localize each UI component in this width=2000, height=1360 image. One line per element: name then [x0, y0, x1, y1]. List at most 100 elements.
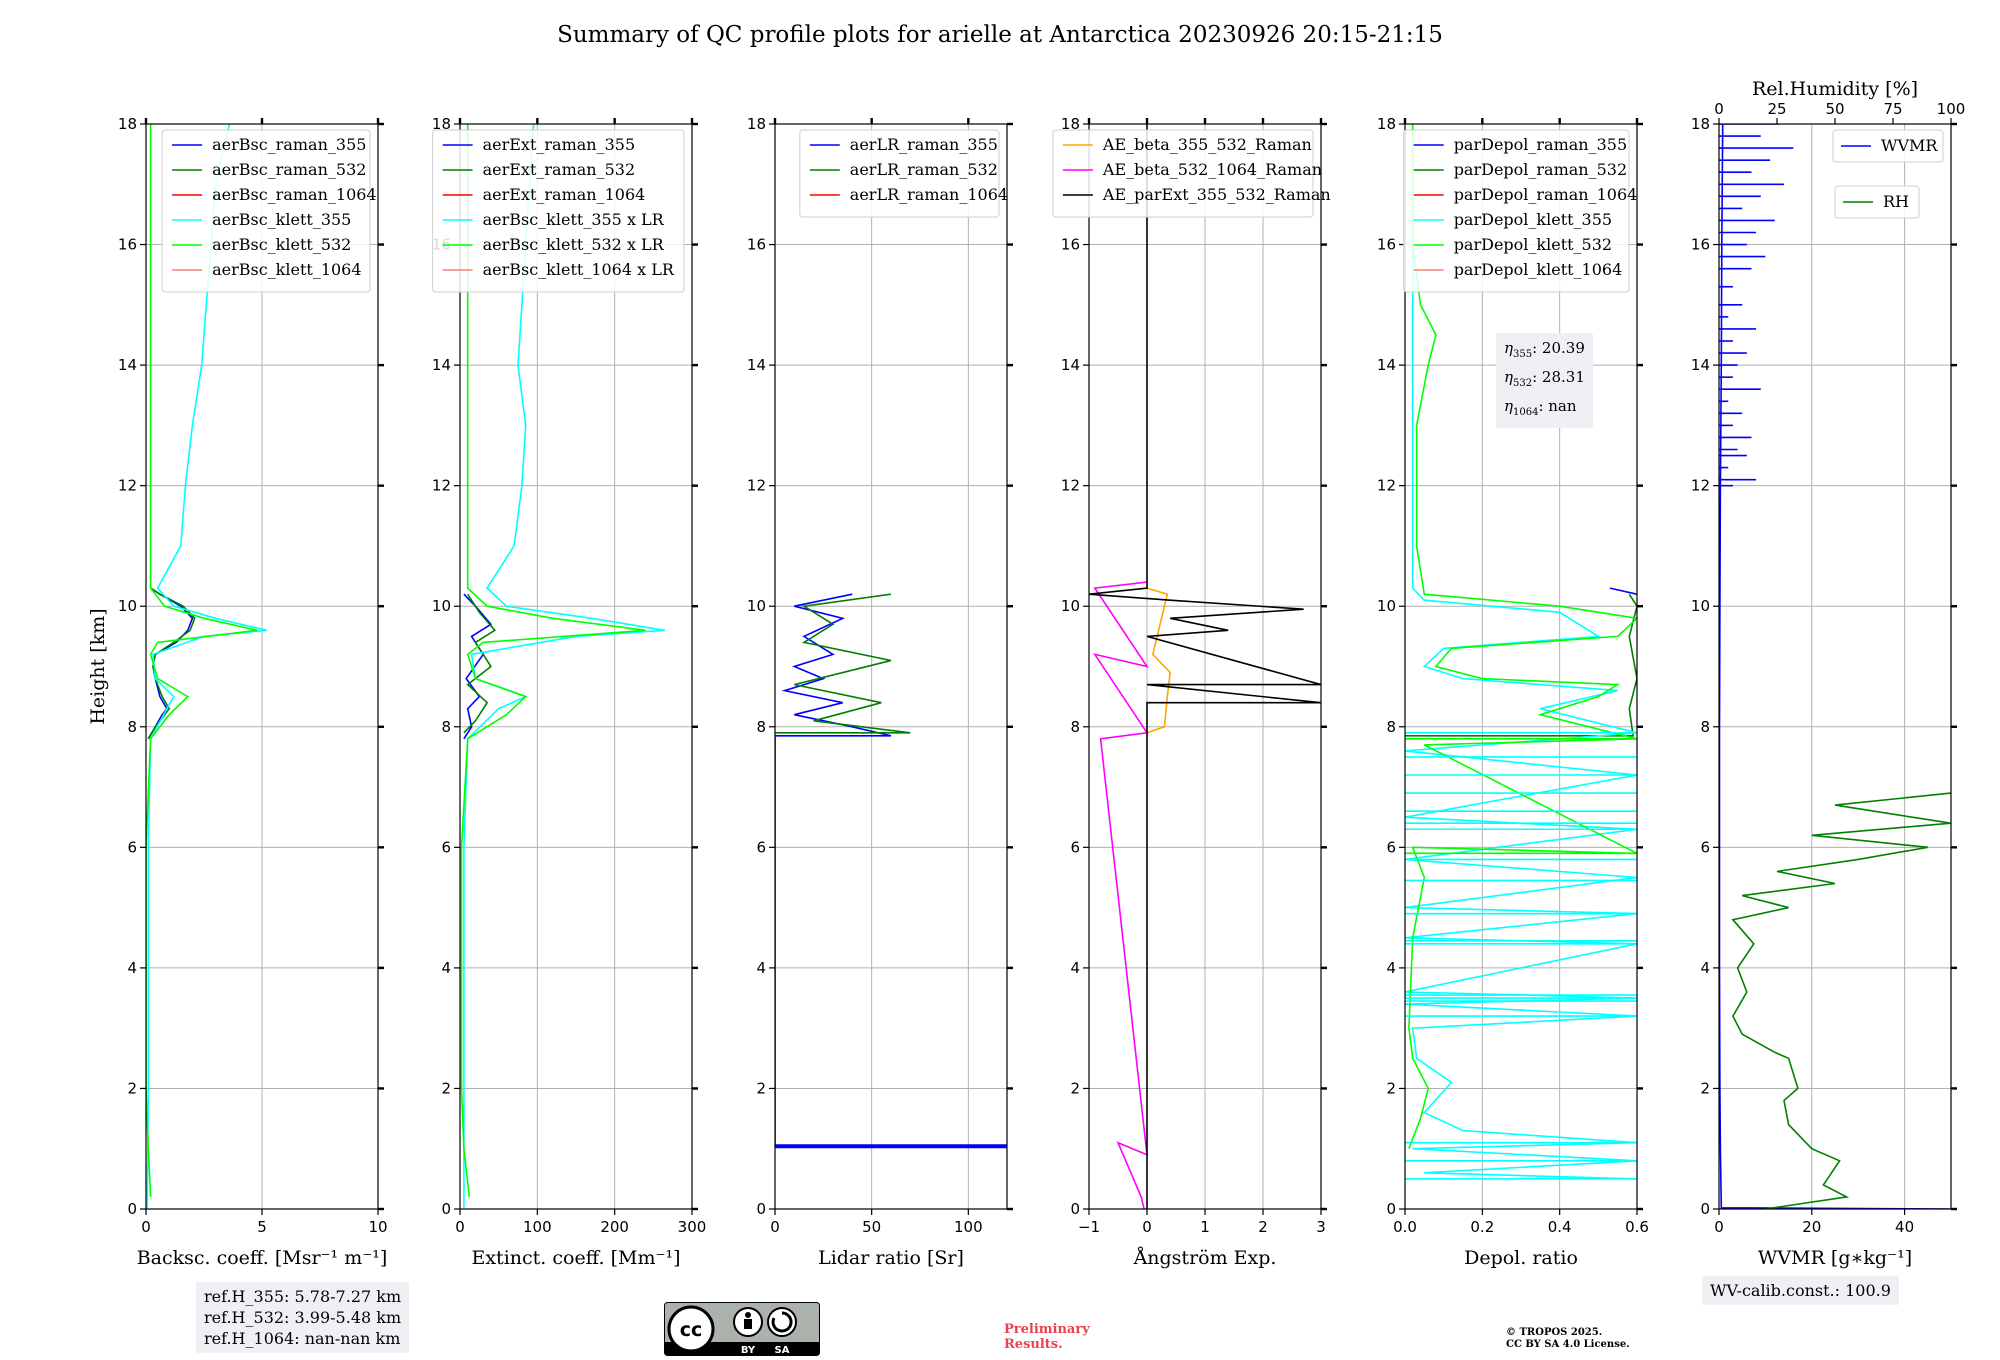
- x-axis-label: Lidar ratio [Sr]: [818, 1247, 964, 1269]
- series-line: [1731, 792, 1951, 1209]
- legend-entry: aerBsc_klett_1064: [212, 260, 361, 279]
- axes-frame: [1404, 123, 1638, 1210]
- ytick-label: 6: [1700, 838, 1710, 856]
- wv-calib-box: WV-calib.const.: 100.9: [1702, 1276, 1899, 1305]
- ytick-label: 10: [1061, 597, 1080, 615]
- legend-box: [1832, 129, 1944, 163]
- series-line: [1093, 581, 1149, 1209]
- series-line: [460, 124, 646, 1197]
- xtick-label: 20: [1802, 1218, 1821, 1236]
- series-line: [463, 593, 493, 740]
- x-axis-label: WVMR [g∗kg⁻¹]: [1758, 1247, 1912, 1269]
- ytick-label: 4: [1386, 959, 1396, 977]
- series-line: [146, 124, 258, 1197]
- ytick-label: 6: [127, 838, 137, 856]
- series-line: [1146, 587, 1172, 734]
- xtick-label: 10: [368, 1218, 387, 1236]
- cc-text: cc: [680, 1319, 703, 1341]
- legend-entry: parDepol_raman_532: [1454, 160, 1627, 179]
- series-group: [1405, 124, 1637, 1180]
- ytick-label: 8: [1070, 718, 1080, 736]
- preliminary-line1: Preliminary: [1004, 1322, 1090, 1337]
- series-line: [1609, 587, 1637, 595]
- legend-box: [1403, 129, 1630, 293]
- legend-entry: parDepol_klett_1064: [1454, 260, 1623, 279]
- series-group: [775, 593, 1007, 1149]
- ytick-label: 14: [118, 356, 137, 374]
- cc-sa-text: SA: [775, 1345, 790, 1356]
- series-line: [463, 124, 666, 1209]
- legend-entry: WVMR: [1881, 136, 1938, 155]
- panel-2: 0246810121416180100200300Extinct. coeff.…: [432, 115, 706, 1269]
- ytick-label: 4: [756, 959, 766, 977]
- series-line: [1719, 124, 1951, 1209]
- ytick-label: 10: [1691, 597, 1710, 615]
- xtick-label: 40: [1895, 1218, 1914, 1236]
- top-xtick-label: 0: [1714, 100, 1724, 118]
- eta-box: η355: 20.39 η532: 28.31 η1064: nan: [1496, 333, 1593, 428]
- xtick-label: 0.0: [1393, 1218, 1417, 1236]
- ytick-label: 14: [432, 356, 451, 374]
- ytick-label: 14: [1377, 356, 1396, 374]
- ytick-label: 6: [1386, 838, 1396, 856]
- ytick-label: 18: [118, 115, 137, 133]
- xtick-label: −1: [1078, 1218, 1100, 1236]
- ytick-label: 10: [747, 597, 766, 615]
- ytick-label: 2: [127, 1079, 137, 1097]
- legend-entry: aerExt_raman_532: [483, 160, 636, 179]
- ytick-label: 4: [127, 959, 137, 977]
- ytick-label: 4: [441, 959, 451, 977]
- series-group: [146, 124, 267, 1209]
- xtick-label: 0.2: [1470, 1218, 1494, 1236]
- ytick-label: 6: [1070, 838, 1080, 856]
- ytick-label: 18: [1691, 115, 1710, 133]
- ytick-label: 8: [441, 718, 451, 736]
- refh-532: ref.H_532: 3.99-5.48 km: [204, 1308, 402, 1327]
- legend-entry: parDepol_klett_355: [1454, 210, 1612, 229]
- ytick-label: 16: [1377, 236, 1396, 254]
- x-axis-label: Extinct. coeff. [Mm⁻¹]: [471, 1247, 680, 1269]
- axes-frame: [774, 123, 1008, 1210]
- x-axis-label: Ångström Exp.: [1133, 1247, 1277, 1269]
- eta-1064: η1064: nan: [1504, 397, 1577, 418]
- legend-entry: parDepol_raman_1064: [1454, 185, 1638, 204]
- ytick-label: 10: [432, 597, 451, 615]
- legend-entry: aerBsc_klett_1064 x LR: [483, 260, 675, 279]
- ytick-label: 0: [1700, 1200, 1710, 1218]
- y-axis-label: Height [km]: [87, 608, 109, 724]
- ytick-label: 14: [1691, 356, 1710, 374]
- legend-entry: aerBsc_raman_1064: [212, 185, 377, 204]
- xtick-label: 0: [770, 1218, 780, 1236]
- legend-entry: aerExt_raman_355: [483, 135, 636, 154]
- ytick-label: 0: [441, 1200, 451, 1218]
- ytick-label: 8: [1700, 718, 1710, 736]
- x-axis-label: Backsc. coeff. [Msr⁻¹ m⁻¹]: [137, 1247, 388, 1269]
- legend-entry: aerLR_raman_532: [850, 160, 998, 179]
- legend-entry: aerBsc_klett_532: [212, 235, 351, 254]
- ytick-label: 2: [1070, 1079, 1080, 1097]
- ytick-label: 2: [756, 1079, 766, 1097]
- xtick-label: 300: [678, 1218, 707, 1236]
- cc-by-sa-badge: cc BY SA: [664, 1302, 820, 1356]
- legend-entry: AE_beta_355_532_Raman: [1102, 135, 1312, 154]
- ytick-label: 8: [756, 718, 766, 736]
- series-line: [146, 124, 267, 1209]
- legend-entry: aerLR_raman_355: [850, 135, 998, 154]
- ytick-label: 18: [1377, 115, 1396, 133]
- top-xtick-label: 75: [1883, 100, 1902, 118]
- panel-3: 0 2 4 6 8 10 12 14 16 18 0 50 100 Lidar ratio [Sr] aer…: [747, 115, 1013, 1269]
- ytick-label: 10: [1377, 597, 1396, 615]
- xtick-label: 0.6: [1625, 1218, 1649, 1236]
- ytick-label: 4: [1070, 959, 1080, 977]
- legend-entry: aerExt_raman_1064: [483, 185, 646, 204]
- panel-5: 0 2 4 6 8 10 12 14 16 18 0.0 0.2 0.4 0.6 Depol. ratio p…: [1377, 115, 1649, 1269]
- cc-by-text: BY: [741, 1345, 756, 1356]
- axes-frame: [1718, 123, 1952, 1210]
- page-title: Summary of QC profile plots for arielle …: [557, 22, 1443, 48]
- eta-532: η532: 28.31: [1504, 368, 1585, 389]
- xtick-label: 2: [1258, 1218, 1268, 1236]
- legend-box: [161, 129, 371, 293]
- x-axis-label: Depol. ratio: [1464, 1247, 1578, 1269]
- ytick-label: 18: [1061, 115, 1080, 133]
